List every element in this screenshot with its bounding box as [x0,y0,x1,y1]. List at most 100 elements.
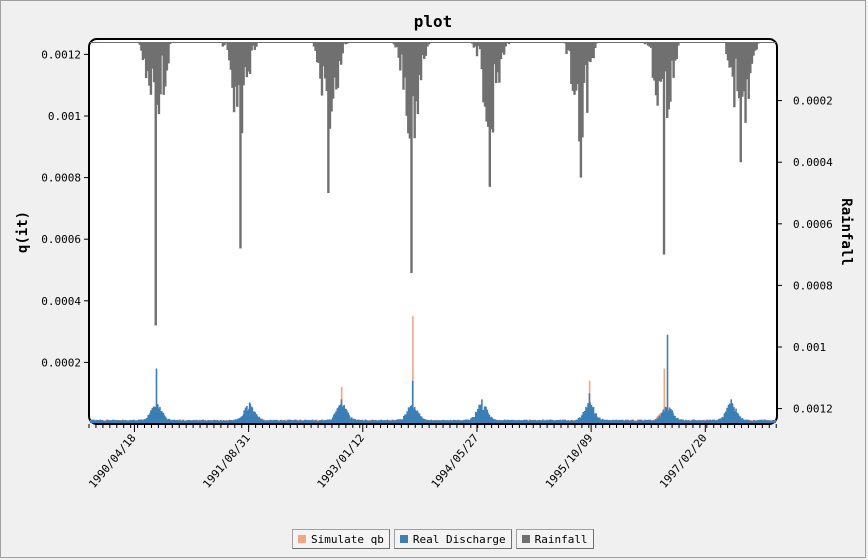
rainfall-bar [517,42,520,43]
y-axis-label: q(it) [15,211,31,253]
rainfall-bar [506,42,509,43]
rainfall-bar [419,42,423,81]
rainfall-bar [359,42,362,43]
rainfall-bar [514,42,517,43]
rainfall-bar [199,42,202,43]
rainfall-bar [707,42,710,43]
rainfall-bar [204,42,207,43]
rainfall-bar [479,42,482,50]
legend-label-simulate: Simulate qb [311,532,384,546]
rainfall-bar [635,42,639,43]
y2-axis-label: Rainfall [838,198,854,265]
legend-label-discharge: Real Discharge [412,532,506,546]
rainfall-bar [530,42,533,43]
rainfall-bar [723,42,726,43]
rainfall-bar [413,42,416,139]
rainfall-bar [212,42,215,43]
rainfall-bar [608,42,611,43]
rainfall-bar [480,42,484,70]
rainfall-bar [653,42,656,81]
rainfall-bar [589,42,592,63]
rainfall-bar [744,42,747,123]
rainfall-bar [690,42,693,43]
rainfall-bar [570,42,573,85]
rainfall-bar [701,42,704,43]
rainfall-bar [598,42,602,43]
rainfall-bar [766,42,770,43]
rainfall-bar [552,42,555,43]
rainfall-bar [702,42,706,43]
chart-title: plot [414,12,453,31]
rainfall-bar [502,42,506,55]
y-tick-label: 0.0002 [41,356,81,369]
rainfall-bar [498,42,501,83]
rainfall-bar [183,42,186,43]
rainfall-bar [669,42,672,102]
rainfall-bar [236,42,239,107]
rainfall-bar [643,42,647,45]
rainfall-bar [276,42,279,43]
simulate-bar [777,420,779,424]
rainfall-bar [637,42,640,43]
rainfall-bar [325,42,328,92]
rainfall-bar [450,42,453,43]
rainfall-bar [715,42,718,43]
rainfall-bar [362,42,365,43]
rainfall-bar [247,42,250,72]
discharge-bar [775,420,776,423]
rainfall-bar [691,42,694,43]
rainfall-bar [645,42,648,44]
simulate-swatch [298,535,306,543]
rainfall-bar [752,42,755,56]
rainfall-bar [291,42,295,43]
y2-tick-label: 0.0012 [793,403,833,416]
rainfall-bar [753,42,757,51]
rainfall-bar [256,42,260,43]
rainfall-bar [533,42,536,43]
y2-tick-label: 0.0006 [793,218,833,231]
rainfall-bar [391,42,394,43]
rainfall-bar [93,42,97,43]
rainfall-bar [213,42,217,43]
rainfall-bar [440,42,444,43]
rainfall-bar [360,42,364,43]
rainfall-bar [159,42,162,95]
rainfall-bar [745,42,749,80]
rainfall-bar [148,42,151,86]
rainfall-bar [646,42,650,46]
rainfall-bar [355,42,359,43]
legend-item-rainfall[interactable]: Rainfall [515,529,594,549]
rainfall-bar [365,42,368,43]
rainfall-bar [704,42,707,43]
rainfall-bar [245,42,249,78]
rainfall-bar [605,42,608,43]
rainfall-bar [472,42,476,48]
rainfall-bar [220,42,223,43]
y2-tick-label: 0.001 [793,341,826,354]
rainfall-bar [769,42,773,43]
legend-item-simulate[interactable]: Simulate qb [292,529,390,549]
rainfall-bar [626,42,629,43]
rainfall-bar [298,42,301,43]
rainfall-bar [285,42,289,43]
rainfall-bar [352,42,356,43]
rainfall-bar [354,42,357,43]
rainfall-bar [152,42,156,83]
rainfall-bar [447,42,450,43]
rainfall-bar [456,42,460,43]
x-tick-label: 1995/10/09 [543,432,596,491]
rainfall-bar [726,42,730,61]
rainfall-bar [554,42,557,43]
rainfall-bar [335,42,338,90]
rainfall-bar [248,42,252,74]
rainfall-bar [624,42,627,43]
x-tick-label: 1991/08/31 [200,432,253,491]
rainfall-bar [376,42,380,43]
legend-item-discharge[interactable]: Real Discharge [393,529,512,549]
rainfall-bar [418,42,421,75]
rainfall-bar [558,42,562,43]
rainfall-bar [178,42,181,43]
rainfall-bar [434,42,437,43]
rainfall-bar [614,42,618,43]
rainfall-bar [728,42,731,68]
